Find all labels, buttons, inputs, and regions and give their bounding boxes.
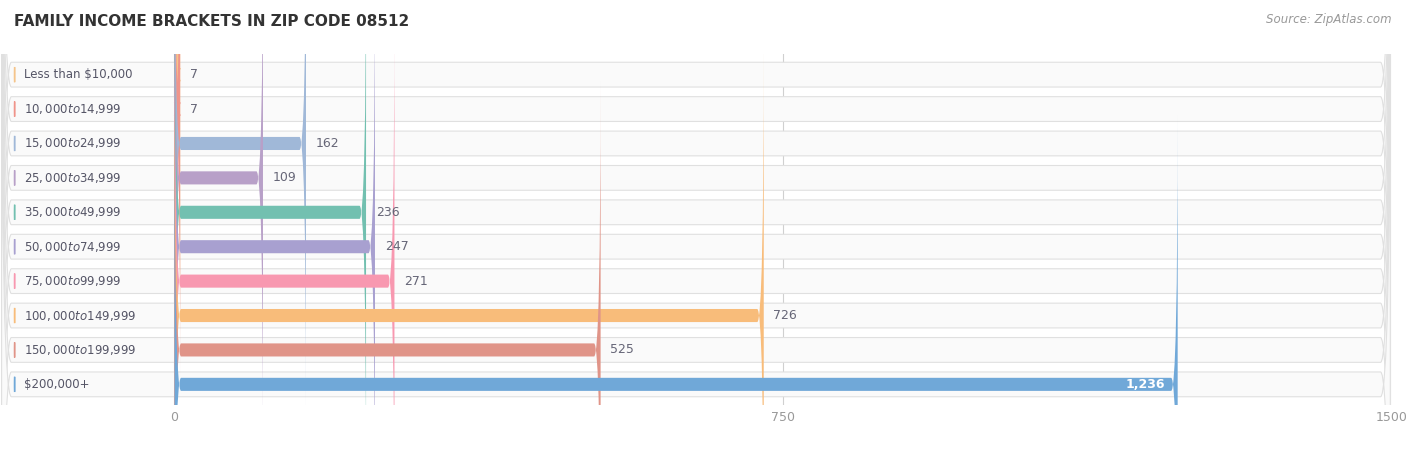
FancyBboxPatch shape xyxy=(174,81,600,450)
FancyBboxPatch shape xyxy=(174,0,375,450)
FancyBboxPatch shape xyxy=(174,0,366,450)
FancyBboxPatch shape xyxy=(174,0,181,378)
FancyBboxPatch shape xyxy=(174,0,263,447)
Text: FAMILY INCOME BRACKETS IN ZIP CODE 08512: FAMILY INCOME BRACKETS IN ZIP CODE 08512 xyxy=(14,14,409,28)
Text: $35,000 to $49,999: $35,000 to $49,999 xyxy=(24,205,122,219)
Text: 109: 109 xyxy=(273,171,297,184)
Text: $200,000+: $200,000+ xyxy=(24,378,90,391)
Text: 7: 7 xyxy=(190,103,198,116)
Text: $10,000 to $14,999: $10,000 to $14,999 xyxy=(24,102,122,116)
Text: $100,000 to $149,999: $100,000 to $149,999 xyxy=(24,309,136,323)
Text: 525: 525 xyxy=(610,343,634,356)
Text: $50,000 to $74,999: $50,000 to $74,999 xyxy=(24,240,122,254)
FancyBboxPatch shape xyxy=(174,47,763,450)
Text: $15,000 to $24,999: $15,000 to $24,999 xyxy=(24,136,122,150)
Text: 1,236: 1,236 xyxy=(1126,378,1166,391)
Text: Less than $10,000: Less than $10,000 xyxy=(24,68,132,81)
Text: $75,000 to $99,999: $75,000 to $99,999 xyxy=(24,274,122,288)
FancyBboxPatch shape xyxy=(174,12,395,450)
Text: 162: 162 xyxy=(316,137,339,150)
Text: 7: 7 xyxy=(190,68,198,81)
Text: 271: 271 xyxy=(404,274,427,288)
Text: $150,000 to $199,999: $150,000 to $199,999 xyxy=(24,343,136,357)
Text: 726: 726 xyxy=(773,309,797,322)
FancyBboxPatch shape xyxy=(174,0,181,343)
FancyBboxPatch shape xyxy=(174,0,307,412)
Text: 247: 247 xyxy=(385,240,409,253)
Text: Source: ZipAtlas.com: Source: ZipAtlas.com xyxy=(1267,14,1392,27)
FancyBboxPatch shape xyxy=(174,116,1178,450)
Text: $25,000 to $34,999: $25,000 to $34,999 xyxy=(24,171,122,185)
Text: 236: 236 xyxy=(375,206,399,219)
